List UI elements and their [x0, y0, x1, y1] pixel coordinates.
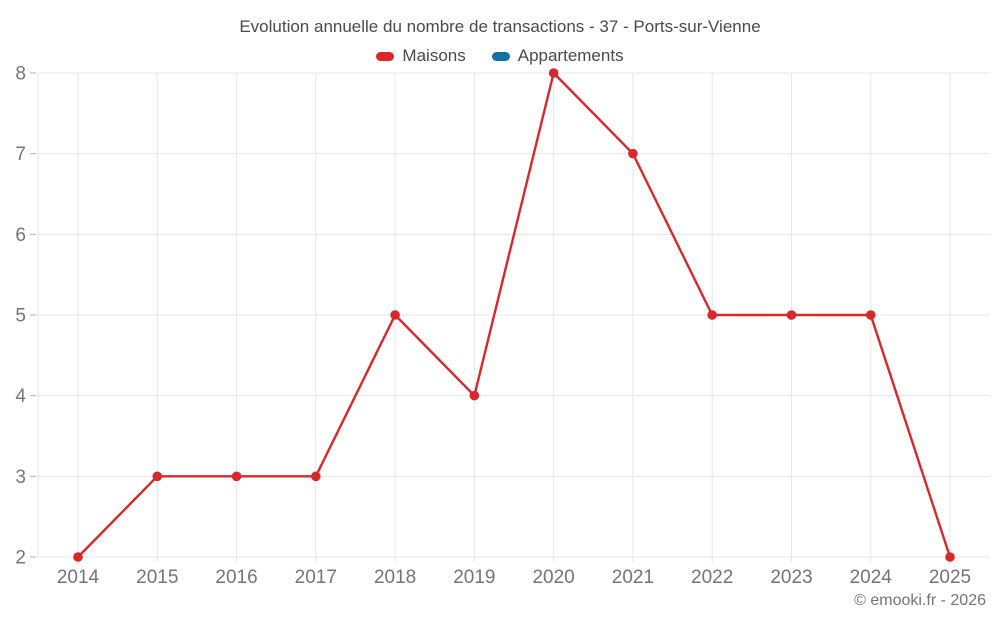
x-axis-label: 2014: [57, 567, 100, 588]
legend-item-maisons[interactable]: Maisons: [376, 46, 466, 66]
legend-item-label: Appartements: [517, 46, 624, 65]
x-axis-label: 2015: [136, 567, 178, 588]
x-axis-label: 2017: [295, 567, 337, 588]
y-axis-label: 8: [15, 64, 26, 85]
x-axis-label: 2024: [850, 567, 893, 588]
x-axis-label: 2022: [691, 567, 733, 588]
data-point-marker[interactable]: [390, 310, 400, 320]
legend-item-appartements[interactable]: Appartements: [491, 46, 624, 66]
chart-title: Evolution annuelle du nombre de transact…: [239, 17, 761, 36]
series-line-maisons: [76, 71, 952, 559]
data-point-marker[interactable]: [548, 68, 559, 78]
data-point-marker[interactable]: [152, 471, 163, 482]
data-point-marker[interactable]: [865, 310, 876, 320]
x-axis-label: 2020: [532, 567, 574, 588]
data-point-marker[interactable]: [231, 471, 242, 482]
x-axis-label: 2025: [929, 567, 971, 588]
x-axis-label: 2021: [612, 567, 654, 588]
maisons-series-swatch-icon: [376, 51, 395, 61]
data-point-marker[interactable]: [73, 552, 83, 562]
x-axis-label: 2018: [374, 567, 416, 588]
y-axis-label: 6: [15, 225, 26, 246]
y-axis-label: 2: [15, 548, 26, 569]
chart-legend: Maisons Appartements: [0, 46, 1000, 66]
appartements-series-swatch-icon: [491, 51, 510, 61]
data-point-marker[interactable]: [707, 310, 717, 320]
x-axis-label: 2023: [770, 567, 812, 588]
data-point-marker[interactable]: [786, 310, 797, 320]
x-axis-label: 2019: [453, 567, 495, 588]
y-axis-label: 4: [15, 386, 26, 407]
copyright-text: © emooki.fr - 2026: [854, 592, 986, 609]
x-axis-label: 2016: [215, 567, 257, 588]
y-axis-label: 3: [15, 467, 26, 488]
data-point-marker[interactable]: [945, 552, 955, 562]
data-point-marker[interactable]: [628, 148, 638, 159]
y-axis-label: 7: [15, 144, 26, 165]
data-point-marker[interactable]: [311, 471, 321, 482]
y-axis-label: 5: [15, 306, 26, 327]
legend-item-label: Maisons: [402, 46, 466, 65]
data-point-marker[interactable]: [469, 390, 480, 401]
